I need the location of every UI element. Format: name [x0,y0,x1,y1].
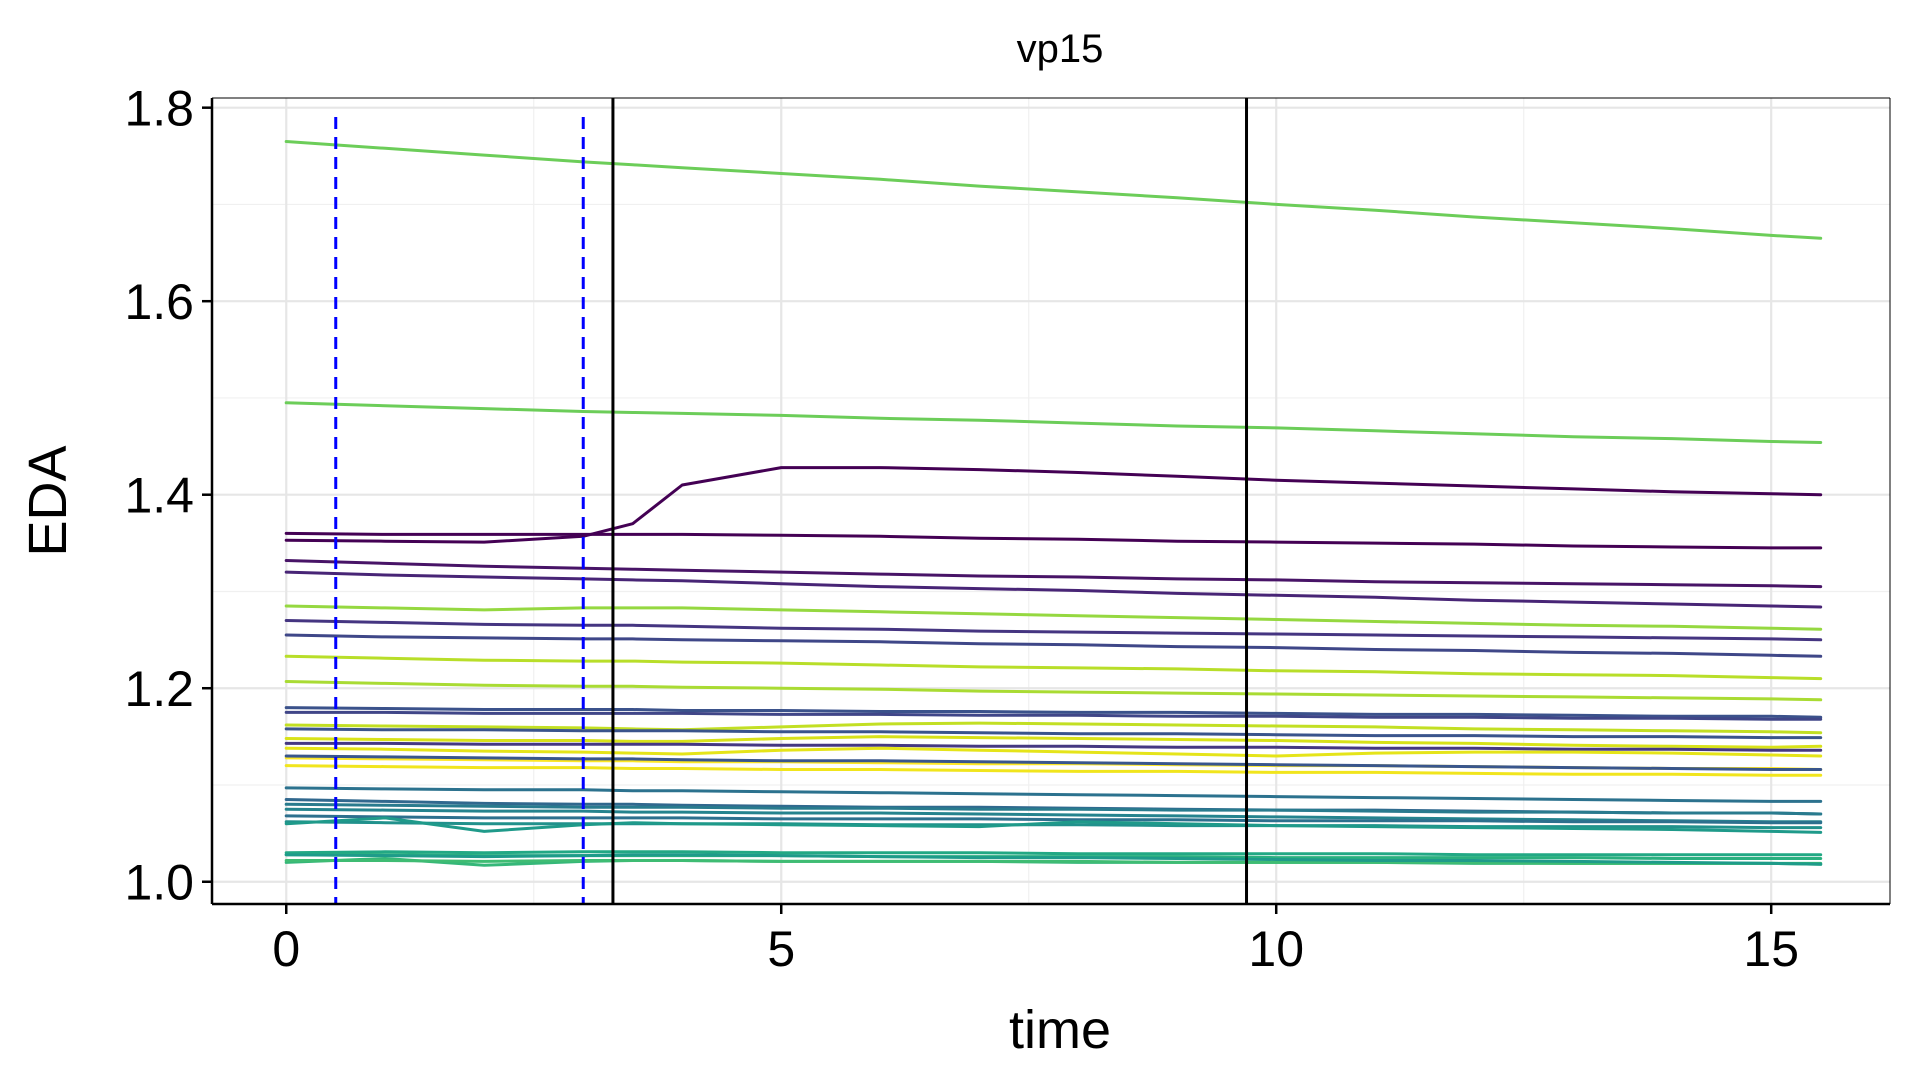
x-tick-label: 15 [1743,921,1799,977]
y-axis-title: EDA [18,445,78,556]
minor-gridlines [212,98,1890,904]
series-line-4 [284,531,1823,550]
series-line-24 [284,802,1823,816]
series-line-22 [284,786,1823,803]
series-line-21 [284,754,1823,771]
series-line-26 [284,814,1823,825]
series-line-6 [284,570,1823,609]
x-axis-title: time [1009,1000,1111,1060]
x-tick-label: 5 [767,921,795,977]
plot-panel [212,98,1890,904]
series-line-11 [284,680,1823,702]
y-tick-label: 1.8 [124,81,194,137]
series-line-29 [284,850,1823,857]
series-line-10 [284,654,1823,681]
y-tick-label: 1.2 [124,661,194,717]
series-line-17 [284,741,1823,752]
series-line-8 [284,619,1823,642]
y-tick-label: 1.4 [124,468,194,524]
x-axis-ticks: 0 5 10 15 [272,904,1799,977]
y-axis-ticks: 1.0 1.2 1.4 1.6 1.8 [124,81,212,911]
series-line-3 [284,466,1823,544]
series-line-33 [284,853,1823,866]
x-tick-label: 0 [272,921,300,977]
y-tick-label: 1.0 [124,855,194,911]
series-line-20 [284,764,1823,777]
series-line-32 [284,859,1823,866]
series-line-1 [284,140,1823,240]
chart-title: vp15 [1017,27,1104,71]
series-line-15 [284,727,1823,740]
series-line-13 [284,710,1823,721]
reference-lines [334,98,1249,904]
series-line-2 [284,401,1823,444]
series-line-9 [284,633,1823,658]
series-line-16 [284,735,1823,749]
series-line-5 [284,559,1823,589]
series-line-18 [284,746,1823,758]
series-layer [284,140,1823,867]
series-line-14 [284,721,1823,735]
series-line-7 [284,604,1823,631]
y-tick-label: 1.6 [124,274,194,330]
series-line-28 [284,816,1823,834]
series-line-25 [284,807,1823,824]
series-line-12 [284,706,1823,719]
x-tick-label: 10 [1248,921,1304,977]
